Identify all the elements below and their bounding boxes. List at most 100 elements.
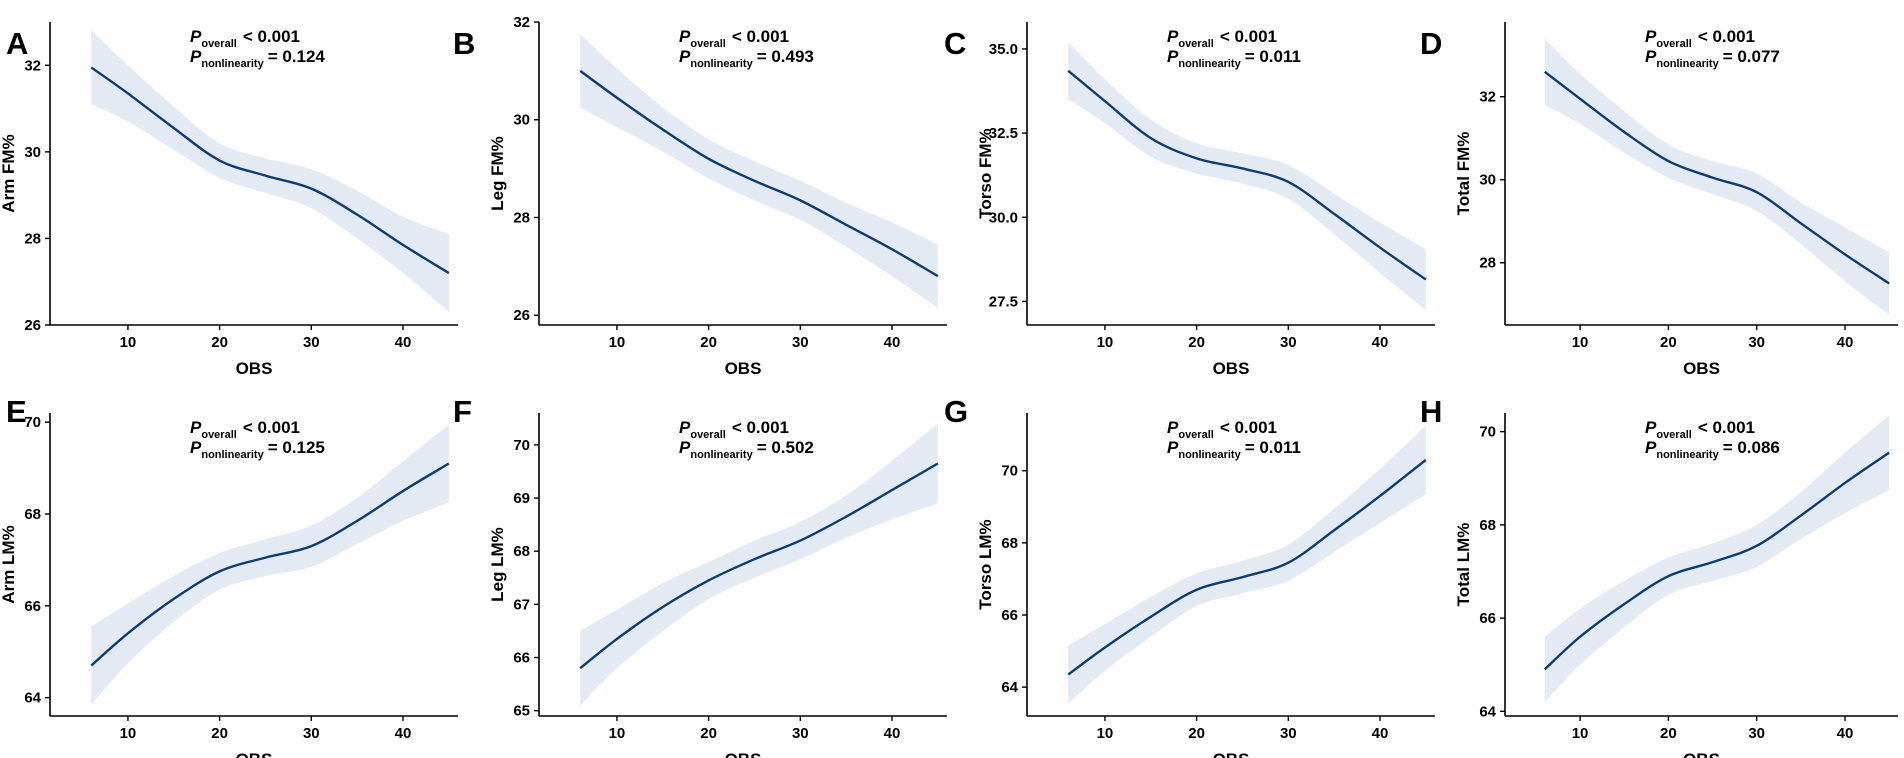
x-tick-label-g: 20 bbox=[1188, 725, 1205, 742]
x-axis-title-e: OBS bbox=[236, 750, 273, 758]
x-tick-label-c: 30 bbox=[1280, 334, 1297, 351]
x-tick-label-h: 30 bbox=[1748, 725, 1765, 742]
y-axis-title-d: Total FM% bbox=[1454, 132, 1473, 216]
panel-f: F 10 20 30 40 65 66 67 68 69 70 OBS Leg LM% Poverall<… bbox=[453, 394, 947, 758]
x-tick-label-d: 30 bbox=[1748, 334, 1765, 351]
x-tick-label-a: 10 bbox=[120, 334, 137, 351]
y-tick-label-a: 32 bbox=[24, 57, 41, 74]
panel-e: E 10 20 30 40 64 66 68 70 OBS Arm LM% Poverall< 0.0… bbox=[0, 394, 458, 758]
p-nonlinearity-annotation-d: Pnonlinearity = 0.077 bbox=[1645, 47, 1780, 70]
panel-h: H 10 20 30 40 64 66 68 70 OBS Total LM% Poverall< 0… bbox=[1420, 394, 1898, 758]
panel-d: D 10 20 30 40 28 30 32 OBS Total FM% Poverall < 0.0… bbox=[1420, 22, 1898, 378]
y-tick-label-b: 30 bbox=[513, 112, 530, 129]
confidence-band-b bbox=[580, 34, 938, 308]
x-tick-label-a: 20 bbox=[211, 334, 228, 351]
x-tick-label-h: 20 bbox=[1660, 725, 1677, 742]
x-tick-label-h: 10 bbox=[1572, 725, 1589, 742]
x-tick-label-f: 30 bbox=[792, 725, 809, 742]
y-tick-label-e: 70 bbox=[24, 414, 41, 431]
y-tick-label-a: 28 bbox=[24, 230, 41, 247]
x-tick-label-f: 10 bbox=[609, 725, 626, 742]
y-axis-title-c: Torso FM% bbox=[976, 128, 995, 218]
y-tick-label-b: 32 bbox=[513, 14, 530, 31]
x-tick-label-c: 20 bbox=[1188, 334, 1205, 351]
confidence-band-a bbox=[91, 30, 449, 313]
y-tick-label-g: 64 bbox=[1001, 679, 1018, 696]
y-tick-label-f: 67 bbox=[513, 596, 530, 613]
x-tick-label-d: 40 bbox=[1837, 334, 1854, 351]
x-tick-label-a: 40 bbox=[395, 334, 412, 351]
panel-letter-e: E bbox=[6, 394, 27, 429]
confidence-band-h bbox=[1544, 415, 1890, 703]
confidence-band-g bbox=[1068, 425, 1426, 704]
p-overall-annotation-b: Poverall < 0.001 bbox=[679, 27, 789, 50]
fitted-line-g bbox=[1067, 458, 1427, 676]
y-axis-title-e: Arm LM% bbox=[0, 525, 18, 603]
x-tick-label-b: 20 bbox=[700, 334, 717, 351]
fitted-line-e bbox=[90, 462, 450, 667]
y-tick-label-g: 66 bbox=[1001, 607, 1018, 624]
y-tick-label-f: 65 bbox=[513, 703, 530, 720]
confidence-band-c bbox=[1068, 42, 1426, 310]
x-tick-label-b: 30 bbox=[792, 334, 809, 351]
y-tick-label-d: 32 bbox=[1479, 89, 1496, 106]
panel-letter-c: C bbox=[944, 26, 966, 61]
x-axis-title-c: OBS bbox=[1213, 359, 1250, 378]
x-axis-title-d: OBS bbox=[1683, 359, 1720, 378]
y-tick-label-g: 68 bbox=[1001, 535, 1018, 552]
y-tick-label-f: 69 bbox=[513, 490, 530, 507]
y-tick-label-c: 32.5 bbox=[989, 125, 1018, 142]
y-axis-title-h: Total LM% bbox=[1454, 523, 1473, 607]
x-axis-title-a: OBS bbox=[236, 359, 273, 378]
x-axis-title-g: OBS bbox=[1213, 750, 1250, 758]
x-tick-label-g: 10 bbox=[1097, 725, 1114, 742]
p-overall-annotation-c: Poverall < 0.001 bbox=[1167, 27, 1277, 50]
p-overall-annotation-a: Poverall < 0.001 bbox=[190, 27, 300, 50]
fitted-line-f bbox=[579, 462, 939, 670]
p-nonlinearity-annotation-f: Pnonlinearity = 0.502 bbox=[679, 438, 814, 461]
panel-b: B 10 20 30 40 26 28 30 32 OBS Leg FM% Poverall < 0.0… bbox=[453, 14, 947, 378]
y-tick-label-b: 28 bbox=[513, 209, 530, 226]
y-tick-label-b: 26 bbox=[513, 307, 530, 324]
x-tick-label-e: 10 bbox=[120, 725, 137, 742]
x-tick-label-b: 10 bbox=[609, 334, 626, 351]
y-tick-label-c: 27.5 bbox=[989, 293, 1018, 310]
y-tick-label-f: 68 bbox=[513, 543, 530, 560]
x-tick-label-a: 30 bbox=[303, 334, 320, 351]
confidence-band-f bbox=[580, 423, 938, 706]
p-nonlinearity-annotation-e: Pnonlinearity = 0.125 bbox=[190, 438, 325, 461]
x-tick-label-f: 40 bbox=[884, 725, 901, 742]
y-tick-label-f: 70 bbox=[513, 437, 530, 454]
y-tick-label-a: 26 bbox=[24, 317, 41, 334]
y-axis-title-g: Torso LM% bbox=[976, 519, 995, 609]
y-tick-label-e: 68 bbox=[24, 506, 41, 523]
p-overall-annotation-d: Poverall < 0.001 bbox=[1645, 27, 1755, 50]
p-nonlinearity-annotation-a: Pnonlinearity = 0.124 bbox=[190, 47, 325, 70]
x-tick-label-d: 20 bbox=[1660, 334, 1677, 351]
p-nonlinearity-annotation-c: Pnonlinearity = 0.011 bbox=[1167, 47, 1301, 70]
panel-c: C 10 20 30 40 27.5 30.0 32.5 35.0 OBS Torso FM% Pov… bbox=[944, 22, 1435, 378]
fitted-line-b bbox=[579, 69, 939, 278]
panel-letter-h: H bbox=[1420, 394, 1442, 429]
y-axis-title-b: Leg FM% bbox=[488, 136, 507, 211]
confidence-band-d bbox=[1544, 38, 1890, 315]
y-axis-title-a: Arm FM% bbox=[0, 134, 18, 212]
panel-letter-b: B bbox=[453, 26, 475, 61]
fitted-line-d bbox=[1544, 70, 1890, 285]
y-tick-label-h: 66 bbox=[1479, 610, 1496, 627]
x-tick-label-e: 30 bbox=[303, 725, 320, 742]
y-tick-label-h: 64 bbox=[1479, 703, 1496, 720]
y-axis-title-f: Leg LM% bbox=[488, 527, 507, 602]
p-nonlinearity-annotation-g: Pnonlinearity = 0.011 bbox=[1167, 438, 1301, 461]
x-tick-label-h: 40 bbox=[1837, 725, 1854, 742]
y-tick-label-e: 66 bbox=[24, 598, 41, 615]
x-tick-label-g: 30 bbox=[1280, 725, 1297, 742]
panel-g: G 10 20 30 40 64 66 68 70 OBS Torso LM% Poverall< 0… bbox=[944, 394, 1435, 758]
fitted-line-h bbox=[1543, 451, 1890, 671]
y-tick-label-f: 66 bbox=[513, 650, 530, 667]
fitted-line-c bbox=[1067, 69, 1427, 281]
y-tick-label-e: 64 bbox=[24, 690, 41, 707]
p-nonlinearity-annotation-b: Pnonlinearity = 0.493 bbox=[679, 47, 814, 70]
